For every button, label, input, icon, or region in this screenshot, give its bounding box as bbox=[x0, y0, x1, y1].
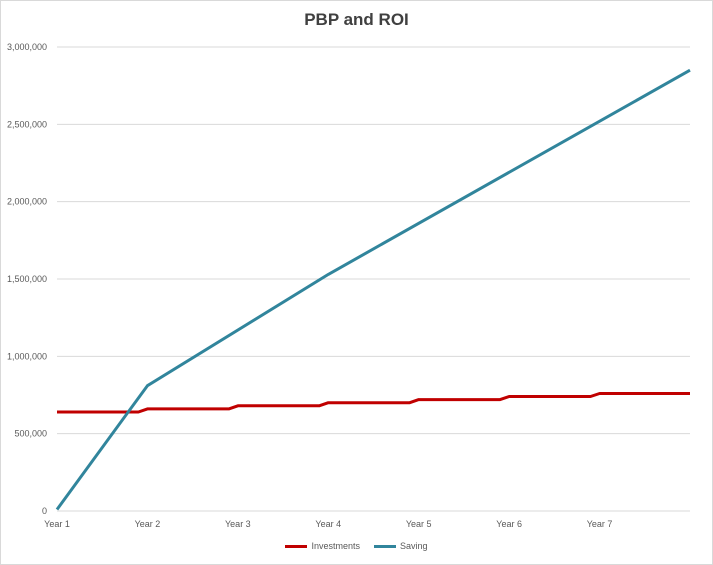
chart-title: PBP and ROI bbox=[304, 10, 409, 29]
y-tick-label: 500,000 bbox=[14, 429, 47, 439]
chart-legend: Investments Saving bbox=[0, 541, 713, 551]
x-tick-label: Year 5 bbox=[406, 519, 432, 529]
legend-item: Saving bbox=[374, 541, 428, 551]
x-tick-label: Year 3 bbox=[225, 519, 251, 529]
legend-label: Investments bbox=[311, 541, 360, 551]
series-line-investments bbox=[57, 392, 690, 414]
x-tick-label: Year 6 bbox=[496, 519, 522, 529]
y-tick-label: 1,000,000 bbox=[7, 351, 47, 361]
series-line-saving bbox=[55, 68, 691, 511]
legend-swatch bbox=[285, 544, 308, 548]
y-tick-label: 2,500,000 bbox=[7, 119, 47, 129]
y-tick-label: 1,500,000 bbox=[7, 274, 47, 284]
legend-label: Saving bbox=[400, 541, 428, 551]
y-tick-label: 3,000,000 bbox=[7, 42, 47, 52]
legend-swatch bbox=[374, 544, 396, 548]
x-tick-label: Year 2 bbox=[135, 519, 161, 529]
x-tick-label: Year 4 bbox=[315, 519, 341, 529]
y-tick-label: 0 bbox=[42, 506, 47, 516]
x-tick-label: Year 7 bbox=[587, 519, 613, 529]
legend-item: Investments bbox=[285, 541, 360, 551]
y-tick-label: 2,000,000 bbox=[7, 197, 47, 207]
x-tick-label: Year 1 bbox=[44, 519, 70, 529]
